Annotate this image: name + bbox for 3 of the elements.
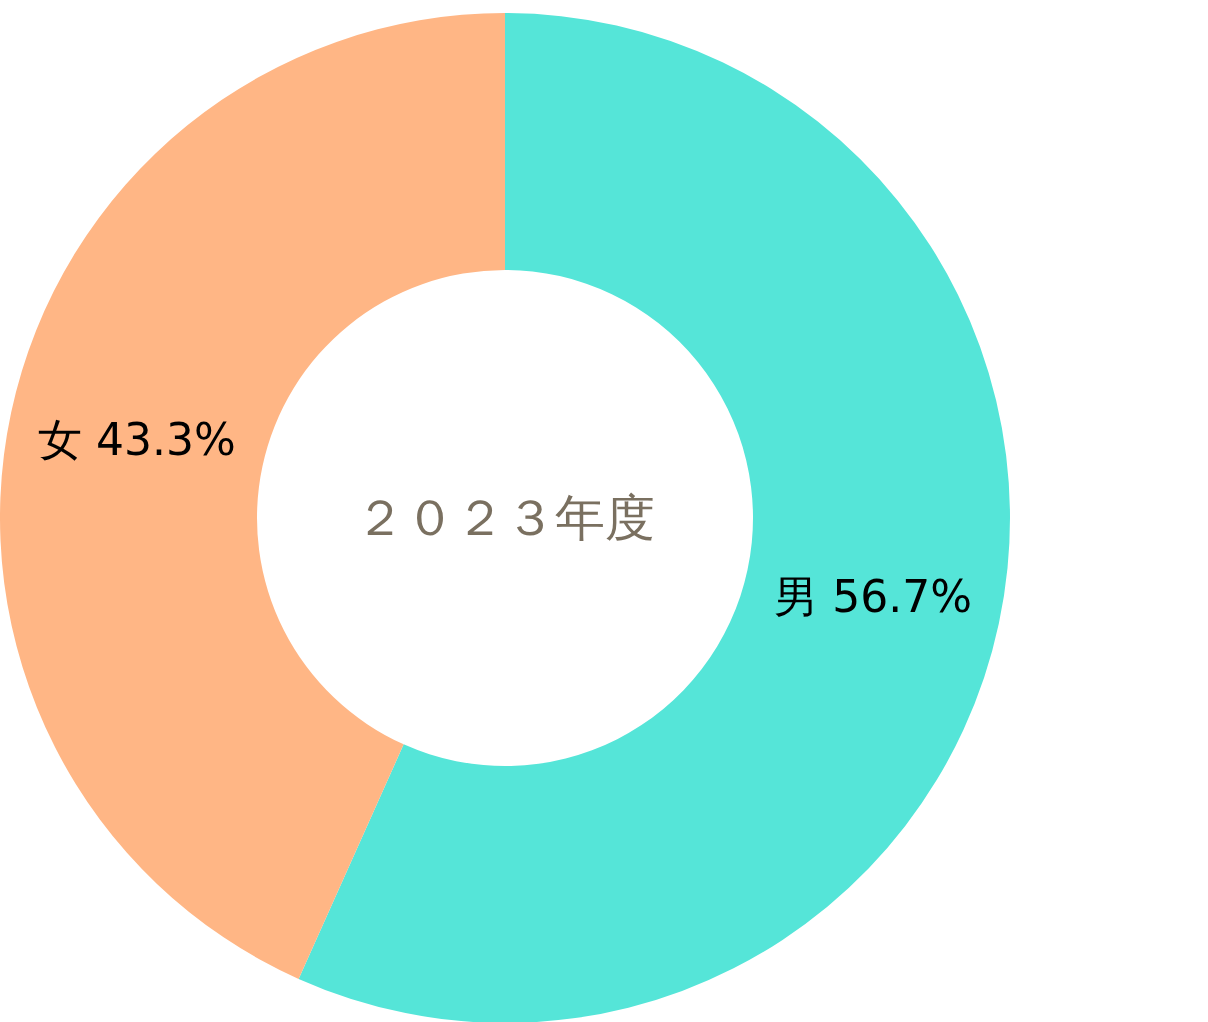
slice-label: 女 43.3% [37, 413, 236, 465]
text: ２０２３年度 [355, 489, 655, 547]
slice-label: 男 56.7% [774, 571, 973, 623]
